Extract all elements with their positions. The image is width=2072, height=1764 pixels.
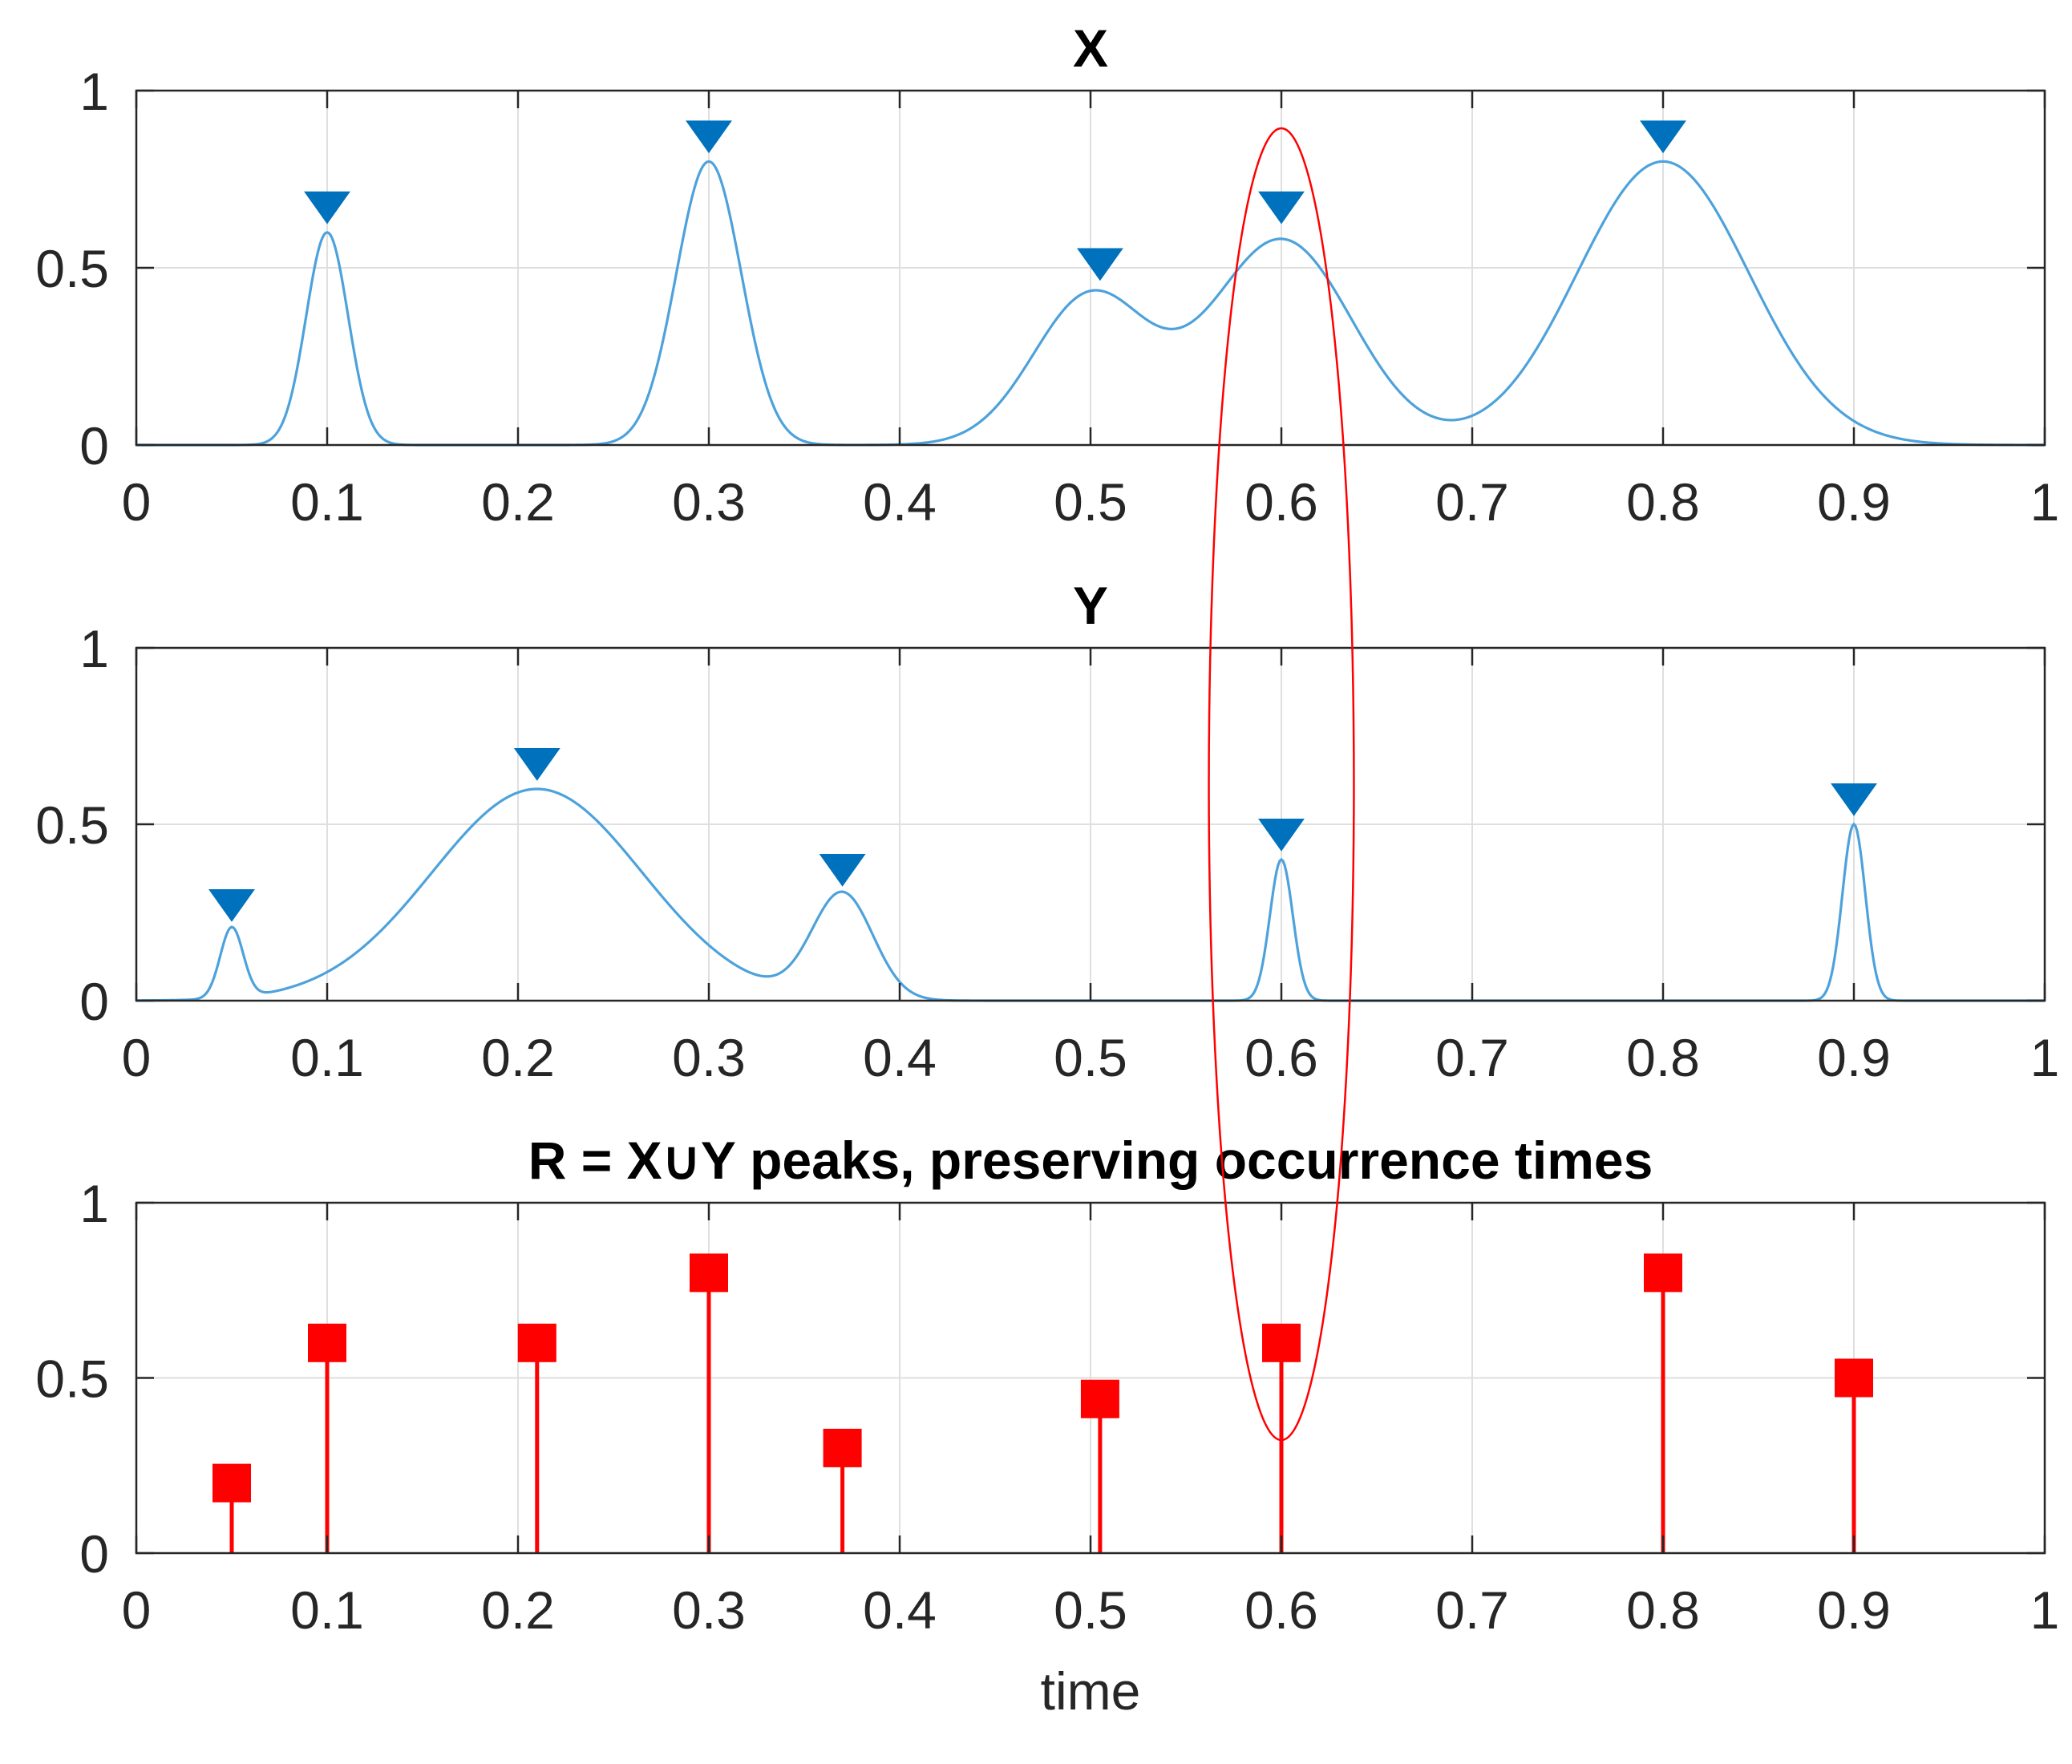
y-tick-label: 0.5 bbox=[35, 795, 109, 855]
y-tick-label: 0 bbox=[79, 416, 109, 475]
peak-marker bbox=[513, 748, 560, 781]
stem-marker bbox=[823, 1428, 862, 1467]
peak-marker bbox=[686, 120, 732, 154]
subplot-r: 0 0.1 0.2 0.3 0.4 0.5 0.6 0.7 0.8 0.9 1 0 0.5 1 R = X… bbox=[35, 1131, 2059, 1721]
subplot-x-title: X bbox=[1073, 18, 1108, 78]
highlight-ellipse bbox=[1208, 127, 1355, 1442]
x-tick-label: 0.2 bbox=[481, 1580, 555, 1640]
x-tick-label: 0.5 bbox=[1054, 1028, 1127, 1087]
x-tick-label: 0.3 bbox=[672, 1028, 746, 1087]
x-tick-label: 0.9 bbox=[1817, 472, 1891, 532]
peak-marker bbox=[819, 854, 866, 887]
x-tick-label: 0.1 bbox=[290, 1580, 364, 1640]
stem-marker bbox=[517, 1323, 556, 1362]
peak-marker bbox=[208, 889, 255, 922]
peak-marker bbox=[1258, 191, 1305, 225]
x-tick-label: 0.8 bbox=[1626, 472, 1700, 532]
x-tick-label: 0.3 bbox=[672, 1580, 746, 1640]
y-tick-label: 1 bbox=[79, 1174, 109, 1233]
peak-marker bbox=[1831, 783, 1877, 816]
stem-marker bbox=[308, 1323, 346, 1362]
x-tick-label: 0.6 bbox=[1244, 1580, 1318, 1640]
subplot-x-ticks: 0 0.1 0.2 0.3 0.4 0.5 0.6 0.7 0.8 0.9 1 0 0.5 1 bbox=[35, 62, 2059, 532]
stem-marker bbox=[1080, 1379, 1119, 1418]
subplot-y-ticks: 0 0.1 0.2 0.3 0.4 0.5 0.6 0.7 0.8 0.9 1 0 0.5 1 bbox=[35, 619, 2059, 1087]
x-tick-label: 0.1 bbox=[290, 472, 364, 532]
x-tick-label: 0.7 bbox=[1435, 1028, 1509, 1087]
peak-marker bbox=[1076, 248, 1123, 281]
x-tick-label: 0.7 bbox=[1435, 1580, 1509, 1640]
x-tick-label: 0 bbox=[122, 1028, 152, 1087]
stem-marker bbox=[1835, 1358, 1873, 1398]
x-tick-label: 1 bbox=[2030, 1580, 2060, 1640]
subplot-y-title: Y bbox=[1073, 576, 1108, 635]
x-tick-label: 0.8 bbox=[1626, 1028, 1700, 1087]
y-tick-label: 0.5 bbox=[35, 239, 109, 298]
x-tick-label: 0.8 bbox=[1626, 1580, 1700, 1640]
subplot-r-ticks: 0 0.1 0.2 0.3 0.4 0.5 0.6 0.7 0.8 0.9 1 0 0.5 1 bbox=[35, 1174, 2059, 1640]
y-tick-label: 0.5 bbox=[35, 1349, 109, 1409]
x-tick-label: 0.5 bbox=[1054, 472, 1127, 532]
x-tick-label: 0.4 bbox=[863, 472, 937, 532]
x-tick-label: 0.9 bbox=[1817, 1580, 1891, 1640]
x-tick-label: 0.4 bbox=[863, 1028, 937, 1087]
peak-marker bbox=[1640, 120, 1686, 154]
subplot-y-peak-markers bbox=[208, 748, 1877, 922]
x-tick-label: 0.5 bbox=[1054, 1580, 1127, 1640]
subplot-y: 0 0.1 0.2 0.3 0.4 0.5 0.6 0.7 0.8 0.9 1 0 0.5 1 Y bbox=[35, 576, 2059, 1087]
x-tick-label: 0.2 bbox=[481, 472, 555, 532]
subplot-x: 0 0.1 0.2 0.3 0.4 0.5 0.6 0.7 0.8 0.9 1 0 0.5 1 X bbox=[35, 18, 2059, 532]
x-tick-label: 0.6 bbox=[1244, 1028, 1318, 1087]
x-tick-label: 0.9 bbox=[1817, 1028, 1891, 1087]
subplot-r-title: R = X∪Y peaks, preserving occurrence tim… bbox=[528, 1131, 1653, 1190]
peak-marker bbox=[1258, 819, 1305, 852]
peak-marker bbox=[304, 191, 350, 225]
x-tick-label: 0 bbox=[122, 472, 152, 532]
subplot-r-xlabel: time bbox=[1041, 1661, 1141, 1721]
y-tick-label: 0 bbox=[79, 1524, 109, 1584]
subplot-r-stem-markers bbox=[212, 1253, 1873, 1503]
x-tick-label: 0.2 bbox=[481, 1028, 555, 1087]
stem-marker bbox=[690, 1253, 728, 1293]
y-tick-label: 1 bbox=[79, 619, 109, 678]
x-tick-label: 0.1 bbox=[290, 1028, 364, 1087]
y-tick-label: 1 bbox=[79, 62, 109, 121]
x-tick-label: 0.6 bbox=[1244, 472, 1318, 532]
x-tick-label: 1 bbox=[2030, 472, 2060, 532]
x-tick-label: 0.3 bbox=[672, 472, 746, 532]
y-tick-label: 0 bbox=[79, 972, 109, 1031]
stem-marker bbox=[1644, 1253, 1682, 1293]
stem-marker bbox=[212, 1463, 251, 1503]
subplot-x-peak-markers bbox=[304, 120, 1686, 281]
x-tick-label: 0.7 bbox=[1435, 472, 1509, 532]
stem-marker bbox=[1262, 1323, 1301, 1362]
x-tick-label: 0.4 bbox=[863, 1580, 937, 1640]
x-tick-label: 1 bbox=[2030, 1028, 2060, 1087]
x-tick-label: 0 bbox=[122, 1580, 152, 1640]
